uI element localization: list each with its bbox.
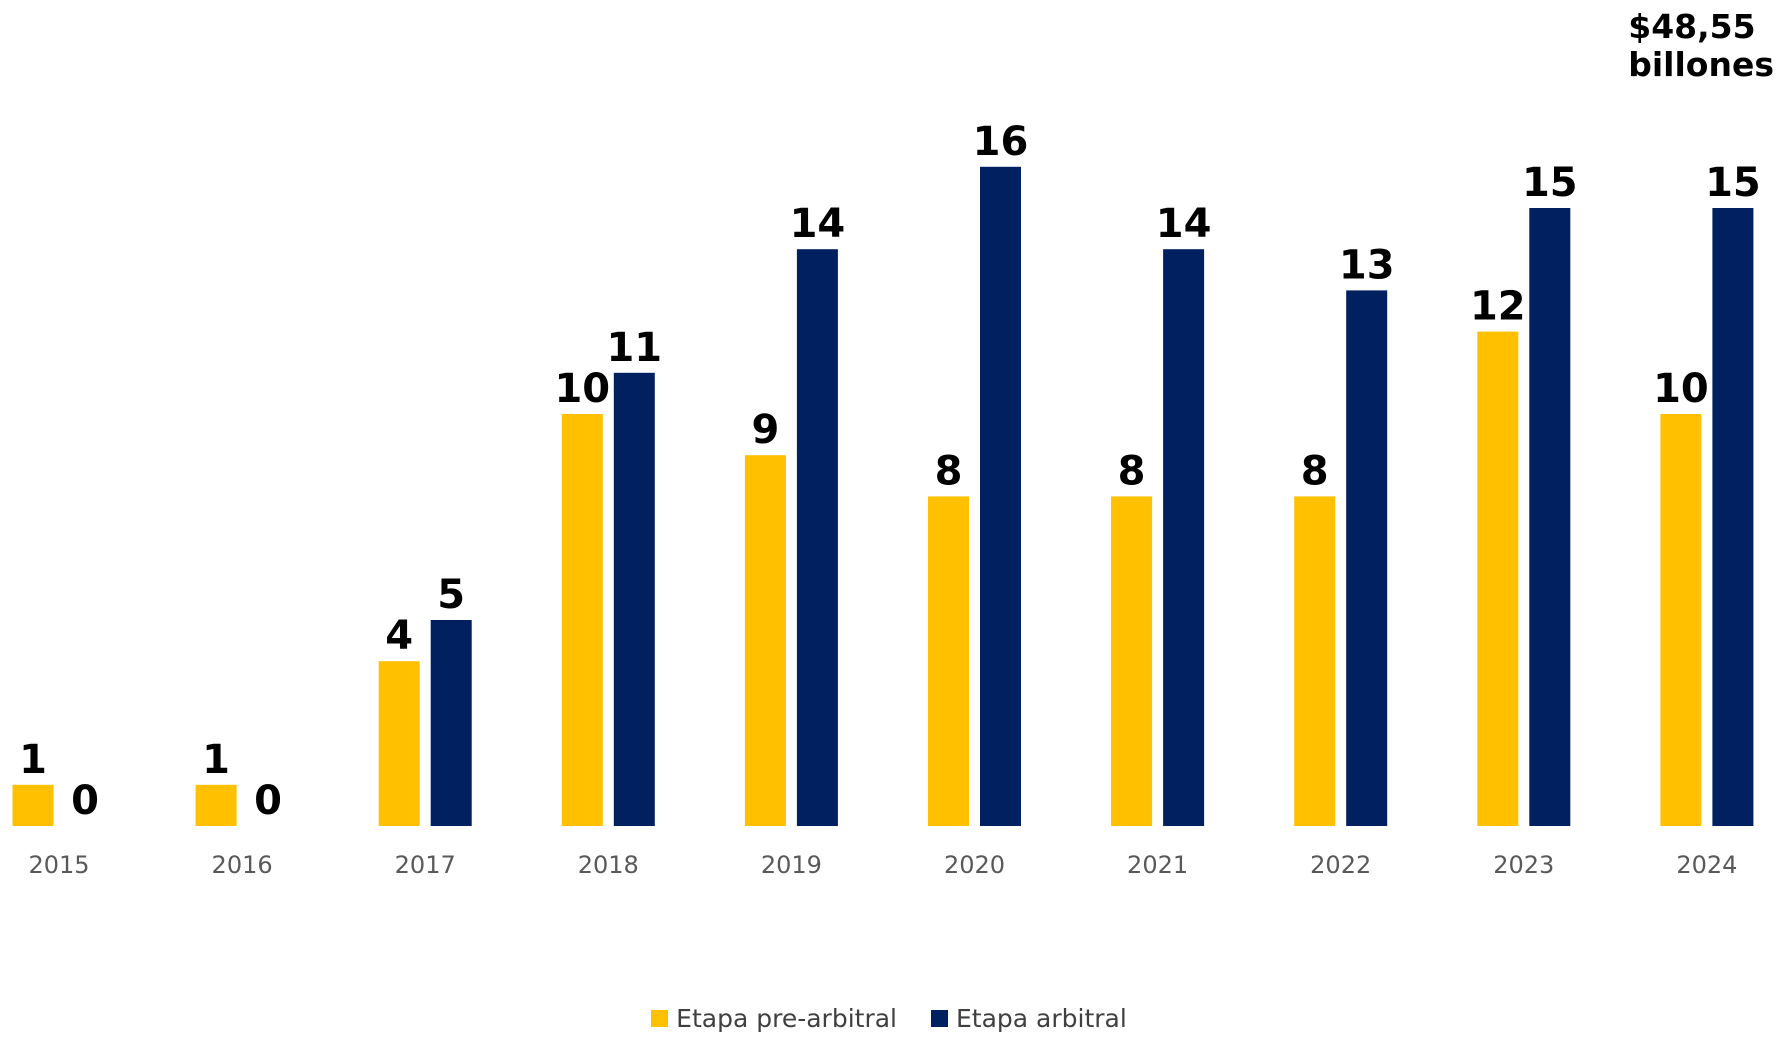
bar-pre-arbitral-2020 [928, 496, 969, 826]
x-tick-label-2019: 2019 [761, 851, 822, 879]
bar-pre-arbitral-2016 [195, 784, 237, 826]
bar-pre-arbitral-2023 [1477, 331, 1519, 826]
x-tick-label-2023: 2023 [1493, 851, 1554, 879]
value-label-arbitral-2015: 0 [71, 778, 99, 824]
value-label-pre-arbitral-2023: 12 [1470, 284, 1526, 330]
legend-swatch-arbitral [931, 1010, 948, 1027]
x-tick-label-2017: 2017 [395, 851, 456, 879]
x-tick-label-2021: 2021 [1127, 851, 1188, 879]
bar-pre-arbitral-2015 [12, 784, 54, 826]
bar-arbitral-2023 [1529, 208, 1571, 826]
x-tick-label-2016: 2016 [212, 851, 273, 879]
bar-pre-arbitral-2021 [1111, 496, 1153, 826]
legend-item-arbitral: Etapa arbitral [931, 1004, 1127, 1033]
x-tick-label-2022: 2022 [1310, 851, 1371, 879]
value-label-pre-arbitral-2024: 10 [1653, 366, 1709, 412]
value-label-arbitral-2019: 14 [790, 201, 846, 247]
x-tick-label-2018: 2018 [578, 851, 639, 879]
value-label-arbitral-2018: 11 [606, 325, 662, 371]
x-tick-label-2015: 2015 [28, 851, 89, 879]
bars-group [12, 166, 1754, 827]
bar-pre-arbitral-2018 [561, 414, 603, 826]
value-label-pre-arbitral-2015: 1 [19, 737, 47, 783]
bar-arbitral-2017 [430, 620, 472, 826]
x-tick-label-2024: 2024 [1676, 851, 1737, 879]
value-label-pre-arbitral-2018: 10 [554, 366, 610, 412]
bar-arbitral-2020 [980, 166, 1021, 827]
bar-arbitral-2019 [796, 249, 838, 826]
value-label-arbitral-2020: 16 [973, 119, 1029, 165]
annotation-amount: $48,55 [1628, 7, 1756, 46]
legend-label-pre-arbitral: Etapa pre-arbitral [676, 1004, 897, 1033]
value-label-pre-arbitral-2020: 8 [935, 448, 963, 494]
value-label-pre-arbitral-2022: 8 [1301, 448, 1329, 494]
total-annotation: $48,55 billones [1628, 8, 1774, 84]
value-label-pre-arbitral-2016: 1 [202, 737, 230, 783]
bar-pre-arbitral-2024 [1660, 414, 1702, 826]
value-label-arbitral-2023: 15 [1522, 160, 1578, 206]
value-label-arbitral-2017: 5 [437, 572, 465, 618]
bar-pre-arbitral-2019 [744, 455, 786, 826]
legend-label-arbitral: Etapa arbitral [956, 1004, 1127, 1033]
bar-arbitral-2024 [1712, 208, 1754, 826]
value-label-pre-arbitral-2021: 8 [1118, 448, 1146, 494]
bar-pre-arbitral-2017 [378, 661, 420, 826]
legend: Etapa pre-arbitral Etapa arbitral [0, 1004, 1778, 1033]
bar-arbitral-2018 [613, 372, 655, 826]
value-label-pre-arbitral-2019: 9 [751, 407, 779, 453]
x-tick-label-2020: 2020 [944, 851, 1005, 879]
value-label-arbitral-2022: 13 [1339, 242, 1395, 288]
annotation-unit: billones [1628, 45, 1774, 84]
bar-arbitral-2021 [1163, 249, 1205, 826]
value-label-arbitral-2021: 14 [1156, 201, 1212, 247]
value-label-arbitral-2016: 0 [254, 778, 282, 824]
bar-arbitral-2022 [1346, 290, 1388, 826]
value-label-pre-arbitral-2017: 4 [385, 613, 413, 659]
legend-swatch-pre-arbitral [651, 1010, 669, 1027]
legend-item-pre-arbitral: Etapa pre-arbitral [651, 1004, 897, 1033]
value-label-arbitral-2024: 15 [1705, 160, 1761, 206]
bar-pre-arbitral-2022 [1294, 496, 1336, 826]
x-axis-tick-labels: 2015 2016 2017 2018 2019 2020 2021 2022 2023 2024 [28, 851, 1737, 879]
